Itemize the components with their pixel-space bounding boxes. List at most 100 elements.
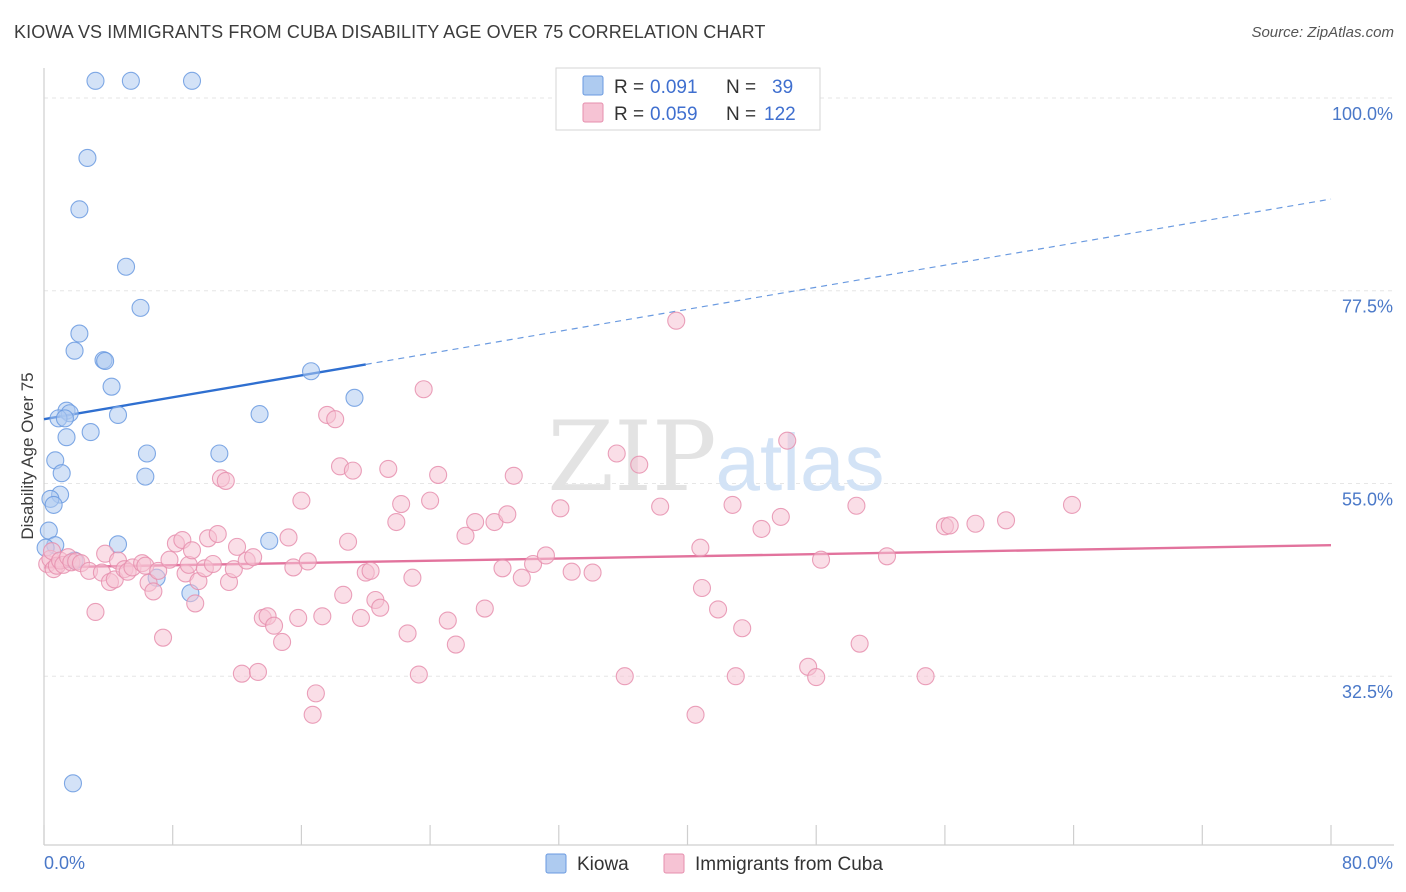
cuba-point-115	[877, 547, 897, 566]
cuba-point-27	[160, 550, 179, 569]
cuba-point-26	[153, 628, 173, 647]
y-tick-label-0: 32.5%	[1342, 682, 1393, 702]
cuba-point-71	[379, 459, 398, 478]
cuba-point-116	[916, 667, 935, 686]
cuba-point-97	[630, 455, 649, 474]
cuba-point-103	[709, 600, 728, 619]
cuba-point-94	[583, 563, 602, 582]
cuba-point-73	[392, 494, 411, 514]
cuba-point-119	[966, 514, 985, 533]
cuba-point-121	[1062, 495, 1082, 514]
bottom-legend: Kiowa Immigrants from Cuba	[545, 853, 883, 875]
cuba-point-118	[940, 516, 959, 535]
cuba-point-88	[504, 466, 523, 485]
cuba-point-37	[203, 554, 222, 574]
cuba-point-93	[562, 562, 581, 581]
cuba-point-12	[86, 602, 105, 622]
cuba-point-59	[313, 607, 332, 626]
cuba-point-111	[807, 668, 826, 687]
watermark: ZIP atlas	[547, 401, 884, 513]
cuba-point-87	[498, 505, 517, 524]
y-tick-label-2: 77.5%	[1342, 297, 1393, 317]
chart-title: KIOWA VS IMMIGRANTS FROM CUBA DISABILITY…	[14, 22, 766, 42]
kiowa-point-38	[63, 774, 83, 793]
cuba-point-50	[265, 616, 284, 635]
cuba-point-63	[334, 585, 353, 604]
cuba-point-83	[466, 512, 485, 532]
legend-r-value-cuba: 0.059	[650, 104, 698, 125]
x-ticks	[43, 825, 1332, 845]
legend-n-value-kiowa: 39	[772, 77, 793, 98]
cuba-point-82	[456, 526, 475, 545]
kiowa-point-8	[65, 341, 84, 360]
cuba-point-79	[429, 465, 448, 484]
legend-r-value-kiowa: 0.091	[650, 77, 698, 98]
series-kiowa	[36, 71, 364, 793]
kiowa-point-23	[210, 444, 229, 463]
cuba-point-24	[144, 582, 163, 601]
legend: R = 0.091 N = 39 R = 0.059 N = 122	[555, 67, 821, 131]
cuba-point-72	[387, 512, 406, 532]
kiowa-point-18	[108, 405, 128, 425]
y-tick-label-3: 100.0%	[1332, 104, 1393, 124]
watermark-atlas: atlas	[716, 418, 885, 507]
y-axis-label: Disability Age Over 75	[18, 372, 37, 539]
cuba-point-42	[224, 560, 243, 579]
cuba-point-89	[512, 568, 531, 587]
cuba-point-70	[371, 598, 390, 617]
y-tick-label-1: 55.0%	[1342, 489, 1393, 509]
cuba-point-65	[343, 461, 362, 480]
cuba-point-56	[298, 552, 317, 571]
cuba-point-47	[248, 662, 268, 682]
kiowa-point-4	[70, 200, 89, 219]
kiowa-point-19	[250, 405, 269, 424]
kiowa-point-10	[96, 351, 115, 371]
legend-swatch-cuba	[582, 102, 604, 123]
kiowa-point-11	[102, 377, 121, 396]
cuba-point-55	[292, 491, 311, 510]
cuba-point-46	[244, 548, 263, 567]
cuba-point-40	[216, 471, 235, 490]
kiowa-point-26	[136, 467, 155, 486]
cuba-point-38	[208, 524, 227, 544]
y-tick-labels: 32.5% 55.0% 77.5% 100.0%	[1332, 104, 1393, 702]
cuba-point-66	[351, 608, 370, 628]
cuba-point-80	[438, 611, 457, 630]
kiowa-point-0	[86, 71, 105, 90]
cuba-point-51	[273, 632, 292, 652]
cuba-point-92	[551, 499, 570, 518]
kiowa-point-7	[70, 324, 89, 343]
cuba-point-98	[651, 497, 670, 516]
cuba-point-32	[182, 541, 202, 560]
bottom-legend-swatch-cuba	[663, 853, 685, 874]
cuba-point-57	[303, 705, 322, 724]
kiowa-point-17	[55, 409, 74, 428]
cuba-point-112	[811, 550, 831, 569]
kiowa-point-12	[302, 362, 321, 381]
cuba-point-105	[726, 667, 745, 686]
cuba-point-113	[847, 496, 866, 515]
cuba-point-99	[667, 311, 686, 330]
kiowa-point-6	[131, 298, 150, 317]
x-tick-label-max: 80.0%	[1342, 853, 1393, 873]
data-points	[36, 71, 1082, 793]
chart-source: Source: ZipAtlas.com	[1251, 24, 1394, 41]
cuba-point-78	[421, 491, 440, 510]
legend-swatch-kiowa	[582, 75, 604, 96]
cuba-point-58	[306, 684, 325, 703]
bottom-legend-swatch-kiowa	[545, 853, 567, 874]
cuba-point-64	[339, 532, 358, 551]
bottom-legend-label-kiowa: Kiowa	[577, 854, 629, 875]
cuba-point-104	[723, 495, 742, 514]
legend-r-label-cuba: R =	[614, 104, 644, 125]
kiowa-point-22	[137, 444, 157, 463]
cuba-point-76	[409, 665, 428, 684]
kiowa-point-34	[260, 531, 279, 550]
x-tick-label-min: 0.0%	[44, 853, 85, 873]
kiowa-point-3	[78, 148, 97, 168]
cuba-point-52	[279, 528, 298, 547]
cuba-point-54	[289, 608, 308, 628]
cuba-point-96	[615, 667, 634, 686]
kiowa-point-25	[52, 464, 71, 483]
